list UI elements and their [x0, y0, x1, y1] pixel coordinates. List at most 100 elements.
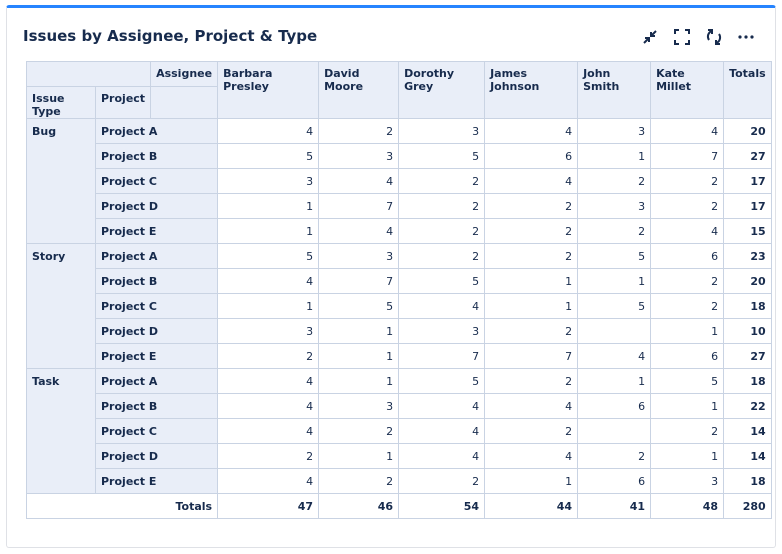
count-cell: 1 [577, 143, 652, 169]
assignee-header: Barbara Presley [217, 61, 320, 119]
count-cell: 6 [484, 143, 579, 169]
data-row: Project B 4 7 5 1 1 2 20 [27, 268, 772, 294]
count-cell: 1 [217, 293, 320, 319]
count-cell: 5 [650, 368, 725, 394]
count-cell: 2 [650, 293, 725, 319]
project-cell: Project E [94, 343, 219, 369]
count-cell: 4 [217, 468, 320, 494]
data-row: Project C 1 5 4 1 5 2 18 [27, 293, 772, 319]
count-cell [577, 318, 652, 344]
issue-type-cell: Task [26, 368, 96, 494]
assignee-header: John Smith [577, 61, 652, 119]
header-blank [150, 86, 219, 119]
count-cell: 2 [577, 218, 652, 244]
count-cell: 5 [318, 293, 400, 319]
count-cell: 2 [577, 443, 652, 469]
count-cell: 5 [398, 143, 486, 169]
assignee-header: Dorothy Grey [398, 61, 486, 119]
count-cell: 4 [398, 393, 486, 419]
project-cell: Project B [94, 268, 219, 294]
count-cell: 1 [318, 443, 400, 469]
count-cell: 4 [484, 443, 579, 469]
row-total-cell: 22 [723, 393, 772, 419]
row-total-cell: 15 [723, 218, 772, 244]
totals-row: Totals 47 46 54 44 41 48 280 [25, 493, 772, 519]
count-cell: 2 [398, 218, 486, 244]
count-cell: 3 [217, 168, 320, 194]
data-row: Project E 1 4 2 2 2 4 15 [27, 218, 772, 244]
count-cell: 3 [650, 468, 725, 494]
count-cell: 4 [217, 418, 320, 444]
count-cell: 3 [318, 393, 400, 419]
count-cell: 4 [398, 443, 486, 469]
count-cell: 2 [650, 418, 725, 444]
issue-type-label: Issue Type [26, 86, 96, 119]
count-cell: 7 [318, 268, 400, 294]
project-cell: Project A [94, 368, 219, 394]
count-cell: 1 [318, 343, 400, 369]
count-cell: 3 [577, 193, 652, 219]
count-cell: 4 [217, 368, 320, 394]
assignee-label: Assignee [150, 61, 219, 87]
minimize-button[interactable] [641, 28, 659, 46]
count-cell: 1 [484, 468, 579, 494]
count-cell: 1 [217, 218, 320, 244]
count-cell: 4 [650, 118, 725, 144]
data-row: Project D 1 7 2 2 3 2 17 [27, 193, 772, 219]
count-cell: 5 [217, 243, 320, 269]
count-cell: 4 [318, 168, 400, 194]
count-cell: 2 [577, 168, 652, 194]
column-total-cell: 41 [577, 493, 652, 519]
row-total-cell: 18 [723, 468, 772, 494]
data-row: Project D 2 1 4 4 2 1 14 [27, 443, 772, 469]
row-total-cell: 14 [723, 443, 772, 469]
count-cell: 1 [577, 268, 652, 294]
count-cell: 2 [398, 243, 486, 269]
row-total-cell: 14 [723, 418, 772, 444]
toolbar [641, 28, 755, 46]
data-row: Project E 4 2 2 1 6 3 18 [27, 468, 772, 494]
count-cell: 4 [577, 343, 652, 369]
pivot-table: Assignee Barbara Presley David Moore Doroth… [25, 61, 772, 519]
issue-type-cell: Bug [26, 118, 96, 244]
row-total-cell: 10 [723, 318, 772, 344]
column-total-cell: 47 [217, 493, 320, 519]
count-cell: 2 [398, 193, 486, 219]
project-cell: Project C [94, 293, 219, 319]
more-button[interactable] [737, 28, 755, 46]
count-cell: 5 [398, 268, 486, 294]
count-cell: 3 [318, 143, 400, 169]
data-row: Project B 4 3 4 4 6 1 22 [27, 393, 772, 419]
project-cell: Project D [94, 443, 219, 469]
count-cell: 6 [577, 393, 652, 419]
count-cell: 2 [318, 418, 400, 444]
count-cell: 1 [650, 443, 725, 469]
count-cell: 3 [398, 318, 486, 344]
data-row: Project E 2 1 7 7 4 6 27 [27, 343, 772, 369]
project-cell: Project E [94, 468, 219, 494]
count-cell: 3 [318, 243, 400, 269]
refresh-button[interactable] [705, 28, 723, 46]
count-cell: 2 [318, 118, 400, 144]
count-cell: 2 [650, 268, 725, 294]
count-cell: 2 [217, 343, 320, 369]
count-cell: 2 [650, 168, 725, 194]
data-row: Task Project A 4 1 5 2 1 5 18 [26, 368, 772, 494]
project-cell: Project B [94, 143, 219, 169]
project-cell: Project D [94, 318, 219, 344]
assignee-header: James Johnson [484, 61, 579, 119]
data-row: Bug Project A 4 2 3 4 3 4 20 [26, 118, 772, 244]
project-cell: Project C [94, 168, 219, 194]
grand-total-cell: 280 [723, 493, 772, 519]
issue-type-cell: Story [26, 243, 96, 369]
totals-label: Totals [25, 493, 219, 519]
column-total-cell: 54 [398, 493, 486, 519]
count-cell: 1 [217, 193, 320, 219]
count-cell: 4 [484, 168, 579, 194]
fullscreen-button[interactable] [673, 28, 691, 46]
row-total-cell: 27 [723, 143, 772, 169]
header-row: Assignee Barbara Presley David Moore Doroth… [25, 61, 772, 119]
assignee-header: David Moore [318, 61, 400, 119]
project-cell: Project D [94, 193, 219, 219]
